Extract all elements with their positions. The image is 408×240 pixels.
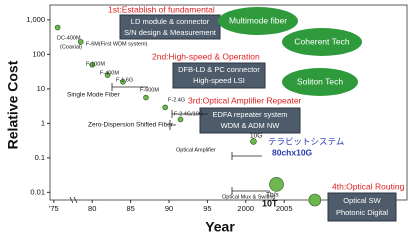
- x-tick-label: 2000: [237, 204, 254, 213]
- point-label: F-6M(First WDM system): [86, 41, 148, 47]
- annotation: (Coaxial): [60, 44, 82, 50]
- annotation: Single Mode Fiber: [67, 92, 121, 99]
- annotation: 3rd:Optical Amplifier Repeater: [188, 95, 302, 105]
- box: [172, 62, 266, 89]
- plot-frame: [49, 4, 408, 201]
- point: [54, 24, 61, 31]
- point-label: Tb/s: [266, 192, 279, 199]
- annotation: Optical Mux & Switing: [222, 194, 276, 200]
- point-label: F-100M: [86, 61, 105, 67]
- point: [77, 39, 84, 45]
- point-label: F-2.4G: [168, 97, 185, 103]
- point-label: 10G: [250, 133, 262, 140]
- x-tick-label: 85: [126, 204, 134, 213]
- annotation: 4th:Optical Routing: [332, 181, 405, 191]
- arrow: [169, 120, 176, 130]
- annotation: 2nd:High-speed & Operation: [152, 51, 260, 61]
- annotation: Optical SW: [343, 196, 381, 205]
- x-tick-label: '75: [49, 204, 59, 213]
- y-tick-label: 0.1: [35, 153, 45, 162]
- arrow: [171, 110, 208, 118]
- point: [162, 104, 168, 111]
- annotation: S/N design & Measurement: [124, 28, 217, 37]
- point: [104, 72, 111, 78]
- point: [250, 138, 257, 145]
- point: [177, 116, 184, 123]
- box: [327, 192, 397, 222]
- point-label: F-400M: [100, 70, 119, 76]
- annotation: Coherent Tech: [294, 36, 349, 46]
- point: [120, 79, 126, 85]
- point-label: F-1.6G: [116, 77, 133, 83]
- y-tick-label: 1,000: [26, 15, 45, 24]
- ellipse: [282, 28, 362, 56]
- point-label: 10T: [262, 198, 278, 208]
- arrow: [111, 83, 148, 91]
- annotation: LD module & connector: [131, 17, 210, 26]
- axis-break: [69, 196, 78, 204]
- ellipse: [218, 7, 298, 35]
- annotation: Photonic Digital: [336, 208, 388, 217]
- decorations: [69, 7, 397, 222]
- y-tick-label: 0.01: [30, 187, 45, 196]
- point: [89, 61, 96, 68]
- x-tick-label: 80: [88, 204, 96, 213]
- y-tick-label: 100: [32, 49, 45, 58]
- annotation: High-speed LSI: [193, 76, 245, 85]
- annotation: Zero-Dispersion Shifted Fiber: [88, 122, 174, 129]
- point: [308, 193, 322, 207]
- x-tick-label: 90: [165, 204, 173, 213]
- point-label: F-2.4G/10G: [174, 111, 203, 117]
- arrow: [231, 187, 270, 195]
- y-tick-label: 10: [37, 84, 45, 93]
- x-axis-title: Year: [205, 219, 235, 235]
- ellipse: [282, 68, 358, 96]
- y-axis-title: Relative Cost: [5, 60, 21, 149]
- x-tick-label: 95: [203, 204, 211, 213]
- x-tick-label: 2005: [276, 204, 293, 213]
- annotation: Soliton Tech: [297, 76, 343, 86]
- annotation: Multimode fiber: [229, 15, 287, 25]
- point-label: DC-400M: [57, 35, 81, 41]
- box: [199, 107, 301, 134]
- annotation: テラビットシステム: [268, 136, 344, 146]
- box: [119, 14, 221, 40]
- annotation: WDM & ADM NW: [221, 121, 281, 130]
- annotation: DFB-LD & PC connector: [178, 65, 260, 74]
- annotation: EDFA repeater system: [212, 110, 287, 119]
- annotation: 80chx10G: [272, 147, 313, 157]
- y-tick-label: 1: [41, 118, 45, 127]
- point: [143, 94, 149, 101]
- point-label: F-600M: [140, 87, 159, 93]
- annotation: 1st:Establish of fundamental: [108, 4, 215, 14]
- arrow: [231, 152, 262, 160]
- point: [269, 177, 284, 192]
- annotation: Optical Amplifier: [176, 147, 216, 153]
